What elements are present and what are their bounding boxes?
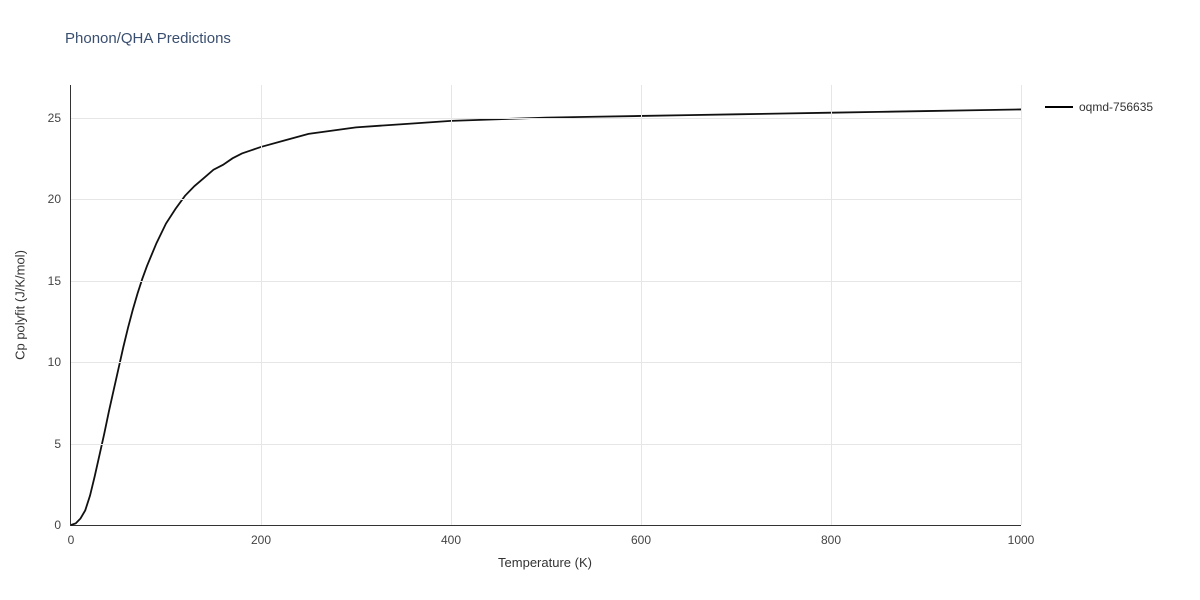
x-tick-label: 200 bbox=[251, 533, 271, 547]
y-tick-label: 20 bbox=[31, 192, 61, 206]
x-tick-label: 600 bbox=[631, 533, 651, 547]
gridline-horizontal bbox=[71, 118, 1021, 119]
chart-title: Phonon/QHA Predictions bbox=[65, 30, 231, 47]
y-tick-label: 15 bbox=[31, 274, 61, 288]
y-axis-label: Cp polyfit (J/K/mol) bbox=[13, 250, 28, 360]
legend-swatch bbox=[1045, 106, 1073, 108]
y-tick-label: 5 bbox=[31, 437, 61, 451]
plot-area: 020040060080010000510152025 bbox=[70, 85, 1021, 526]
chart-container: Phonon/QHA Predictions Cp polyfit (J/K/m… bbox=[0, 0, 1200, 600]
y-tick-label: 25 bbox=[31, 111, 61, 125]
gridline-vertical bbox=[261, 85, 262, 525]
x-axis-label: Temperature (K) bbox=[70, 555, 1020, 570]
gridline-horizontal bbox=[71, 281, 1021, 282]
gridline-vertical bbox=[831, 85, 832, 525]
legend: oqmd-756635 bbox=[1045, 100, 1153, 114]
y-tick-label: 10 bbox=[31, 355, 61, 369]
gridline-horizontal bbox=[71, 444, 1021, 445]
gridline-horizontal bbox=[71, 362, 1021, 363]
line-series bbox=[71, 85, 1021, 525]
y-tick-label: 0 bbox=[31, 518, 61, 532]
gridline-horizontal bbox=[71, 199, 1021, 200]
x-tick-label: 800 bbox=[821, 533, 841, 547]
x-tick-label: 400 bbox=[441, 533, 461, 547]
gridline-vertical bbox=[451, 85, 452, 525]
gridline-vertical bbox=[641, 85, 642, 525]
gridline-vertical bbox=[1021, 85, 1022, 525]
legend-label: oqmd-756635 bbox=[1079, 100, 1153, 114]
x-tick-label: 0 bbox=[68, 533, 75, 547]
x-tick-label: 1000 bbox=[1008, 533, 1035, 547]
